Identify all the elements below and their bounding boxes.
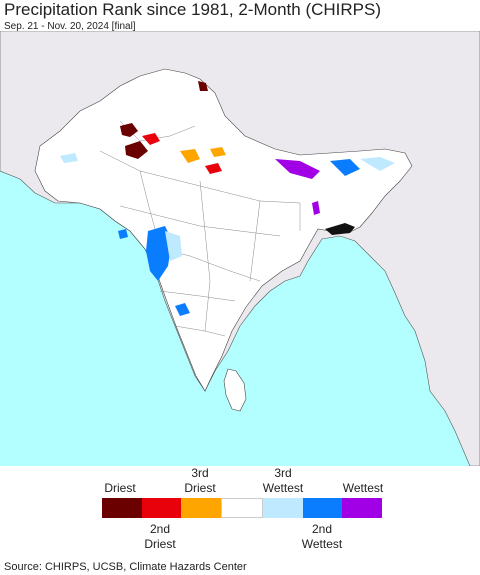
- state-boundaries: [99, 120, 301, 337]
- sri-lanka: [223, 368, 247, 412]
- map-subtitle: Sep. 21 - Nov. 20, 2024 [final]: [4, 21, 136, 32]
- source-credit: Source: CHIRPS, UCSB, Climate Hazards Ce…: [4, 561, 247, 573]
- legend-swatch-driest: [102, 498, 142, 518]
- legend-label-2nd-driest: 2nd Driest: [144, 522, 176, 551]
- legend-swatch-3rd-wettest: [262, 498, 303, 518]
- legend-label-2nd-wettest: 2nd Wettest: [301, 522, 343, 551]
- legend-label-driest: Driest: [104, 481, 136, 495]
- legend-swatch-3rd-driest: [181, 498, 222, 518]
- legend-swatch-normal: [221, 498, 263, 518]
- map-title: Precipitation Rank since 1981, 2-Month (…: [4, 0, 381, 19]
- legend-swatch-2nd-wettest: [302, 498, 343, 518]
- legend-label-3rd-driest: 3rd Driest: [184, 466, 216, 495]
- wet-anomalies: [60, 153, 395, 316]
- legend-color-bar: [102, 498, 383, 518]
- bangladesh-coast: [325, 223, 355, 235]
- legend-swatch-wettest: [342, 498, 383, 518]
- legend-label-wettest: Wettest: [342, 481, 384, 495]
- precipitation-map: [0, 31, 480, 466]
- dry-anomalies: [120, 81, 226, 174]
- legend-label-3rd-wettest: 3rd Wettest: [262, 466, 304, 495]
- legend-swatch-2nd-driest: [141, 498, 182, 518]
